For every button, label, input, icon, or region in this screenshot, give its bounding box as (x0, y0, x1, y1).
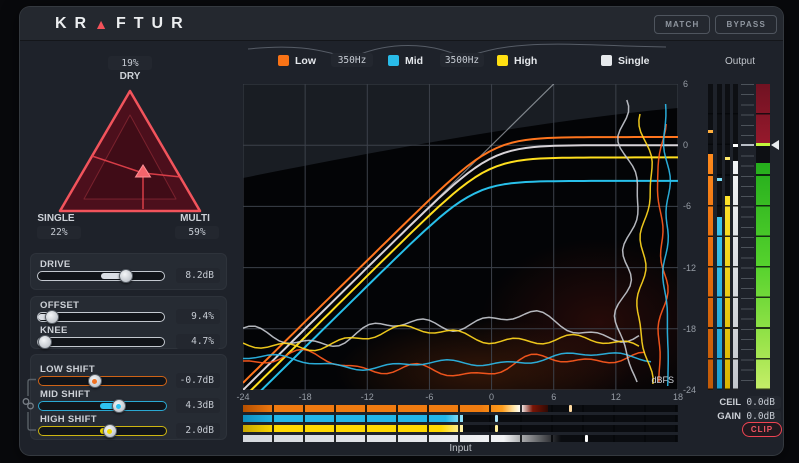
high-shift-label: HIGH SHIFT (40, 414, 97, 425)
single-band-label: Single (618, 55, 650, 67)
dry-value-box[interactable]: 19% (108, 56, 152, 70)
input-peak-high (495, 425, 499, 432)
logo-triangle-icon: ▲ (94, 15, 116, 32)
mid-shift-slider[interactable] (38, 399, 167, 413)
high-band-swatch[interactable] (497, 55, 508, 66)
mix-handle[interactable] (134, 164, 152, 178)
input-peak-mid (495, 415, 499, 422)
shift-panel: LOW SHIFT -0.7dB MID SHIFT 4.3dB HIGH SH… (30, 354, 227, 440)
ceil-row: CEIL 0.0dB (700, 396, 781, 409)
input-peak-low (569, 405, 573, 412)
match-button[interactable]: MATCH (654, 15, 711, 34)
ceiling-marker-handle[interactable] (771, 140, 779, 151)
transfer-curve-plot: dBFS (242, 83, 679, 410)
low-shift-value-box[interactable]: -0.7dB (176, 373, 220, 388)
single-band-checkbox[interactable] (601, 55, 612, 66)
low-shift-slider[interactable] (38, 374, 167, 388)
single-value-box[interactable]: 22% (37, 226, 81, 239)
logo-text-left: KR (55, 14, 95, 32)
input-meter-mid (243, 415, 678, 422)
dry-label: DRY (119, 71, 141, 82)
multi-value-box[interactable]: 59% (175, 226, 219, 239)
input-axis-labels: -24 -18 -12 -6 0 6 12 18 (236, 392, 684, 402)
input-meter-single (243, 435, 678, 442)
output-peak-low (708, 130, 713, 134)
mix-triangle-pad[interactable] (48, 81, 210, 223)
input-meter-low (243, 405, 678, 412)
zero-tick (741, 144, 754, 147)
mid-shift-value-box[interactable]: 4.3dB (176, 398, 220, 413)
low-band-swatch[interactable] (278, 55, 289, 66)
output-axis-labels: 6 0 -6 -12 -18 -24 (683, 79, 697, 395)
output-meter-low (708, 84, 713, 390)
drive-value-box[interactable]: 8.2dB (176, 268, 220, 283)
output-meter-single (733, 84, 738, 390)
knee-slider[interactable] (37, 335, 165, 349)
high-shift-value-box[interactable]: 2.0dB (176, 423, 220, 438)
output-meter-high (725, 84, 730, 390)
link-icon[interactable] (22, 398, 34, 410)
mid-band-label: Mid (405, 55, 424, 67)
mix-handle-lines (91, 155, 182, 209)
output-level-line (756, 143, 770, 147)
offset-slider[interactable] (37, 310, 165, 324)
top-bar: KR ▲ FTUR MATCH BYPASS (20, 7, 783, 41)
output-ruler (741, 84, 754, 390)
mix-triangle-inner (83, 114, 177, 200)
drive-label: DRIVE (40, 259, 71, 270)
over-ceiling-zone (756, 84, 770, 146)
knee-value-box[interactable]: 4.7% (176, 334, 220, 349)
mid-shift-label: MID SHIFT (40, 389, 91, 400)
drive-panel: DRIVE 8.2dB (30, 253, 227, 290)
offset-knee-panel: OFFSET 9.4% KNEE 4.7% (30, 296, 227, 349)
transfer-curve-svg: dBFS (242, 83, 679, 410)
low-band-label: Low (295, 55, 316, 67)
logo-text-right: FTUR (115, 14, 191, 32)
gain-row: GAIN 0.0dB (700, 410, 781, 423)
high-band-label: High (514, 55, 538, 67)
output-peak-single (733, 143, 738, 147)
single-label: SINGLE (37, 213, 75, 224)
mid-high-crossover-box[interactable]: 3500Hz (440, 53, 484, 67)
ceil-value-box[interactable]: 0.0dB (746, 396, 781, 409)
topbar-buttons: MATCH BYPASS (654, 15, 777, 34)
offset-handle[interactable] (44, 310, 59, 324)
kraftur-logo: KR ▲ FTUR (55, 7, 191, 40)
gain-value-box[interactable]: 0.0dB (746, 410, 781, 423)
mid-shift-handle[interactable] (111, 399, 126, 413)
mid-band-swatch[interactable] (388, 55, 399, 66)
output-peak-mid (717, 178, 722, 182)
svg-text:dBFS: dBFS (651, 375, 674, 385)
knee-handle[interactable] (38, 335, 53, 349)
output-level-fill (756, 162, 770, 390)
output-peak-high (725, 156, 730, 160)
low-shift-label: LOW SHIFT (40, 364, 95, 375)
output-title: Output (724, 56, 756, 67)
high-shift-handle[interactable] (102, 424, 117, 438)
ceil-label: CEIL (719, 397, 741, 408)
clip-button[interactable]: CLIP (742, 422, 782, 437)
low-shift-handle[interactable] (87, 374, 102, 388)
input-peak-single (584, 435, 588, 442)
input-meter-high (243, 425, 678, 432)
multi-label: MULTI (180, 213, 210, 224)
drive-handle[interactable] (118, 269, 133, 283)
high-shift-slider[interactable] (38, 424, 167, 438)
knee-label: KNEE (40, 325, 68, 336)
bypass-button[interactable]: BYPASS (715, 15, 777, 34)
output-meter-mid (717, 84, 722, 390)
offset-value-box[interactable]: 9.4% (176, 309, 220, 324)
shift-link-bracket (22, 378, 36, 431)
low-mid-crossover-box[interactable]: 350Hz (331, 53, 373, 67)
offset-label: OFFSET (40, 300, 80, 311)
drive-slider[interactable] (37, 269, 165, 283)
output-main-meter (756, 84, 770, 390)
input-axis-title: Input (449, 443, 472, 454)
gain-label: GAIN (717, 411, 741, 422)
plugin-window: KR ▲ FTUR MATCH BYPASS 19% DRY SINGLE MULT… (20, 7, 783, 455)
